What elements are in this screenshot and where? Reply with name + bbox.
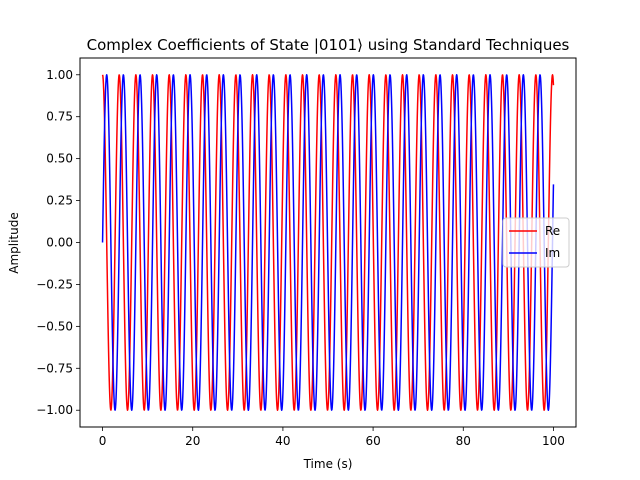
legend-label-re: Re bbox=[545, 224, 560, 238]
x-tick-label: 40 bbox=[275, 434, 290, 448]
chart-title: Complex Coefficients of State |0101⟩ usi… bbox=[87, 36, 570, 54]
series-layer bbox=[101, 74, 555, 411]
series-line-re bbox=[101, 74, 555, 411]
y-tick-label: 0.25 bbox=[46, 194, 73, 208]
series-line-im bbox=[101, 74, 555, 411]
x-tick-label: 0 bbox=[99, 434, 107, 448]
y-tick-label: −0.75 bbox=[36, 361, 73, 375]
y-axis-label: Amplitude bbox=[7, 212, 21, 274]
legend-label-im: Im bbox=[545, 246, 560, 260]
x-tick-label: 20 bbox=[185, 434, 200, 448]
y-tick-label: 0.00 bbox=[46, 236, 73, 250]
y-tick-label: 0.50 bbox=[46, 152, 73, 166]
y-tick-label: −0.50 bbox=[36, 319, 73, 333]
x-tick-label: 60 bbox=[365, 434, 380, 448]
y-tick-label: 1.00 bbox=[46, 68, 73, 82]
y-tick-label: 0.75 bbox=[46, 110, 73, 124]
x-tick-label: 80 bbox=[456, 434, 471, 448]
y-tick-label: −1.00 bbox=[36, 403, 73, 417]
y-tick-label: −0.25 bbox=[36, 277, 73, 291]
x-tick-label: 100 bbox=[542, 434, 565, 448]
x-axis: 0 20 40 60 80 100 bbox=[99, 427, 565, 448]
y-axis: −1.00 −0.75 −0.50 −0.25 0.00 0.25 0.50 0.75 1.00 bbox=[36, 68, 80, 417]
x-axis-label: Time (s) bbox=[303, 457, 353, 471]
legend: Re Im bbox=[502, 217, 570, 268]
